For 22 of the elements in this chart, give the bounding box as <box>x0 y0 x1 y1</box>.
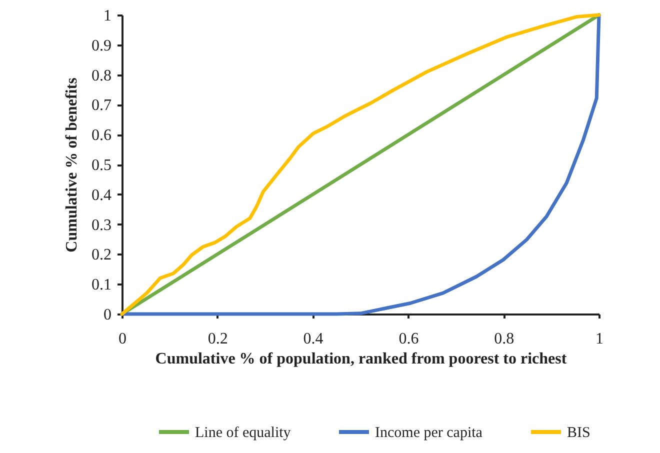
y-axis-title: Cumulative % of benefits <box>64 78 80 252</box>
legend-label: BIS <box>567 425 590 441</box>
y-tick-label: 0.4 <box>92 186 112 204</box>
y-tick-label: 0 <box>104 306 112 324</box>
y-tick-label: 0.5 <box>92 157 112 174</box>
x-tick-label: 0.4 <box>303 330 324 348</box>
x-tick-label: 1 <box>596 330 604 348</box>
legend-label: Income per capita <box>375 425 483 441</box>
y-tick-label: 0.8 <box>92 67 112 84</box>
y-tick-label: 0.1 <box>92 276 112 294</box>
y-tick-label: 0.9 <box>92 37 112 54</box>
y-tick-label: 1 <box>104 8 112 24</box>
y-tick-label: 0.3 <box>92 216 112 234</box>
x-axis-title: Cumulative % of population, ranked from poorest to richest <box>155 350 568 368</box>
x-tick-label: 0 <box>118 330 126 348</box>
legend-label: Line of equality <box>195 425 292 441</box>
y-tick-label: 0.2 <box>92 246 112 264</box>
x-tick-label: 0.8 <box>494 330 514 348</box>
x-tick-label: 0.6 <box>398 330 419 348</box>
y-tick-label: 0.6 <box>92 127 112 144</box>
x-tick-label: 0.2 <box>208 330 228 348</box>
y-tick-label: 0.7 <box>92 97 112 114</box>
